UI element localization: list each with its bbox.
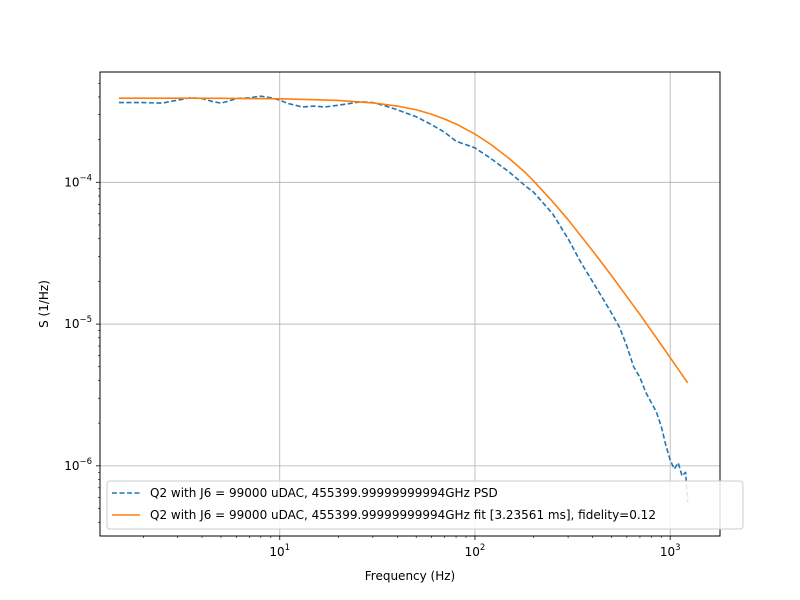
y-axis-label: S (1/Hz) [37,280,51,328]
y-tick-label: 10−5 [64,315,92,331]
x-tick-label: 103 [660,543,681,559]
x-axis-label: Frequency (Hz) [365,569,456,583]
y-tick-label: 10−6 [64,457,92,473]
x-tick-label: 101 [269,543,290,559]
y-axis-ticks: 10−6 10−5 10−4 [64,173,100,473]
legend-box [106,480,744,530]
y-tick-label: 10−4 [64,173,92,189]
legend-label-fit: Q2 with J6 = 99000 uDAC, 455399.99999999… [150,508,656,522]
series-layer [118,95,689,503]
legend-label-psd: Q2 with J6 = 99000 uDAC, 455399.99999999… [150,486,498,500]
series-fit-line [118,97,689,384]
x-tick-label: 102 [465,543,486,559]
grid-lines [100,72,720,536]
plot-area [100,72,720,536]
x-axis-ticks: 101 102 103 [269,536,681,559]
legend: Q2 with J6 = 99000 uDAC, 455399.99999999… [106,480,744,530]
plot-frame [99,71,721,537]
